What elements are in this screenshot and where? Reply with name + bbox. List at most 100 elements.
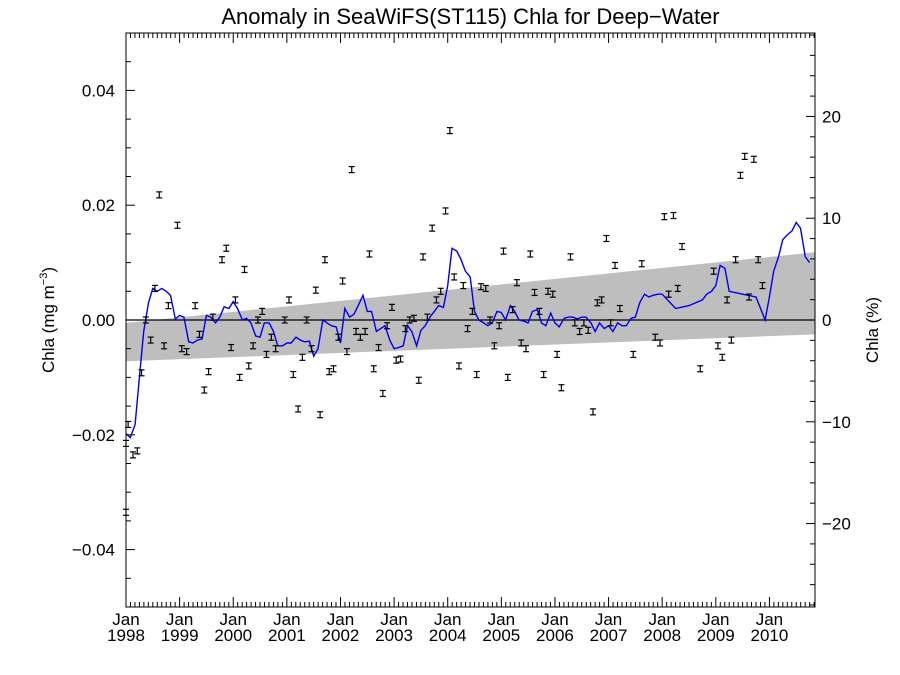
y-left-tick-label: 0.04 [82, 81, 115, 100]
data-point [370, 365, 377, 373]
data-point [527, 250, 534, 258]
data-point [303, 316, 310, 324]
data-point [420, 253, 427, 261]
data-point [174, 221, 181, 229]
x-tick-year: 1999 [161, 626, 199, 645]
data-point [469, 307, 476, 315]
data-point [504, 373, 511, 381]
series-line-layer [125, 221, 811, 439]
y-left-axis: 0.04 0.02 0.00 −0.02 −0.04 [72, 32, 135, 608]
data-point [460, 281, 467, 290]
data-point [544, 287, 551, 295]
y-right-axis: 20 10 0 −10 −20 [806, 34, 851, 606]
x-tick-month: Jan [541, 610, 568, 629]
data-point [442, 207, 449, 215]
data-point [402, 325, 409, 333]
data-point [290, 370, 297, 379]
x-tick-year: 2008 [643, 626, 681, 645]
data-point [201, 386, 208, 394]
y-left-tick-label: 0.00 [82, 311, 115, 330]
data-point [746, 293, 753, 301]
data-point [710, 267, 717, 275]
data-point [161, 342, 168, 350]
data-point [228, 343, 235, 352]
data-point [379, 389, 386, 398]
data-point [236, 373, 243, 381]
data-point [339, 277, 346, 285]
x-tick-year: 2007 [590, 626, 628, 645]
y-left-axis-label-main: Chla (mg m [39, 285, 58, 373]
data-point [661, 213, 668, 221]
data-point [674, 284, 681, 293]
data-point [165, 302, 172, 310]
y-right-tick-label: −10 [822, 413, 851, 432]
data-point [343, 347, 350, 356]
data-point [129, 451, 136, 459]
y-right-tick-label: 10 [822, 209, 841, 228]
x-tick-month: Jan [756, 610, 783, 629]
x-tick-month: Jan [434, 610, 461, 629]
data-point [657, 339, 664, 347]
data-point [455, 362, 462, 370]
data-point [477, 283, 484, 291]
data-point [732, 256, 739, 264]
data-point [464, 325, 471, 333]
data-point [348, 166, 355, 174]
data-point [241, 265, 248, 274]
trend-band-layer [126, 252, 815, 362]
chart-title: Anomaly in SeaWiFS(ST115) Chla for Deep−… [221, 4, 719, 29]
data-point [607, 319, 614, 327]
data-point [151, 284, 158, 293]
data-point [585, 326, 592, 334]
x-tick-year: 2002 [322, 626, 360, 645]
data-point [250, 342, 257, 350]
data-point [500, 247, 507, 255]
x-tick-month: Jan [327, 610, 354, 629]
data-point [491, 342, 498, 350]
data-point [254, 316, 261, 324]
data-point [326, 368, 333, 376]
data-point [178, 345, 185, 353]
data-point [429, 224, 436, 232]
x-tick-year: 2005 [482, 626, 520, 645]
data-point [446, 126, 453, 135]
data-point [205, 368, 212, 376]
data-point [437, 287, 444, 295]
y-left-tick-label: −0.02 [72, 426, 115, 445]
data-point [433, 296, 440, 304]
y-right-axis-label: Chla (%) [863, 297, 882, 363]
data-point [223, 244, 230, 252]
data-point [451, 273, 458, 281]
data-point [737, 171, 744, 179]
data-point [312, 286, 319, 294]
data-point [142, 316, 149, 324]
data-point [536, 307, 543, 315]
x-tick-year: 2006 [536, 626, 574, 645]
data-point [540, 370, 547, 379]
data-point [603, 234, 610, 243]
data-point [522, 345, 529, 353]
data-point [424, 313, 431, 321]
data-point [134, 447, 141, 455]
x-tick-month: Jan [380, 610, 407, 629]
x-tick-month: Jan [220, 610, 247, 629]
y-left-axis-label-end: ) [39, 267, 58, 273]
data-point [415, 376, 422, 384]
data-point [714, 342, 721, 350]
data-point [567, 253, 574, 261]
data-point [670, 211, 677, 220]
data-point [138, 369, 145, 377]
anomaly-line [125, 221, 811, 439]
data-point [576, 327, 583, 336]
data-point [410, 314, 417, 322]
data-point [147, 336, 154, 344]
data-point [272, 345, 279, 353]
